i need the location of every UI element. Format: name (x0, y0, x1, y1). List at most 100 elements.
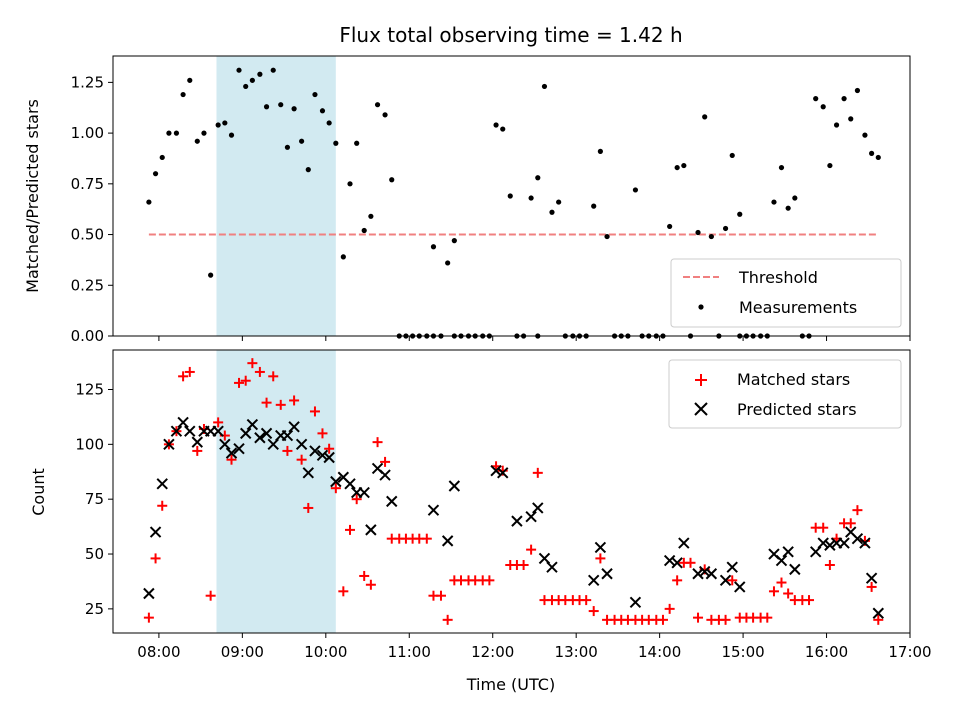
predicted-star-marker (851, 532, 864, 545)
matched-star-marker (818, 522, 829, 533)
predicted-star-marker (233, 443, 245, 455)
matched-star-marker (205, 590, 216, 601)
measurement-point (228, 132, 235, 138)
matched-star-marker (289, 395, 300, 406)
measurement-point (785, 205, 791, 211)
predicted-star-marker (587, 574, 600, 587)
predicted-star-marker (386, 495, 398, 508)
top-y-tick-label: 0.25 (71, 276, 104, 294)
predicted-star-marker (379, 469, 391, 481)
bottom-y-axis-label: Count (29, 468, 48, 516)
measurement-point (278, 102, 284, 108)
predicted-star-marker (225, 447, 238, 459)
bottom-x-tick-label: 17:00 (888, 643, 931, 661)
matched-star-marker (685, 557, 696, 568)
measurement-point (451, 238, 457, 244)
matched-star-marker (213, 417, 224, 428)
matched-star-marker (442, 614, 453, 625)
measurement-point (389, 177, 395, 183)
predicted-star-marker (163, 438, 175, 451)
top-axes-frame (112, 55, 911, 337)
predicted-star-marker (316, 449, 329, 462)
matched-star-marker (532, 467, 543, 478)
measurement-point (674, 164, 680, 171)
measurement-point (869, 150, 875, 156)
predicted-star-marker (546, 561, 558, 573)
matched-star-marker (338, 586, 349, 597)
predicted-star-marker (678, 537, 690, 549)
predicted-star-marker (789, 563, 801, 576)
predicted-star-marker (671, 557, 683, 569)
measurement-point (354, 140, 360, 146)
matched-star-marker (296, 454, 307, 465)
top-y-tick-label: 0.50 (71, 226, 104, 244)
chart-title: Flux total observing time = 1.42 h (339, 23, 682, 47)
predicted-star-marker (254, 432, 266, 444)
measurement-point (535, 175, 541, 181)
predicted-star-marker (692, 568, 704, 580)
bottom-x-tick-label: 09:00 (221, 643, 264, 661)
matched-star-marker (421, 533, 432, 544)
bottom-y-tick-label: 50 (85, 545, 104, 563)
matched-star-marker (484, 575, 495, 586)
predicted-star-marker (629, 596, 642, 608)
measurement-point (541, 83, 548, 90)
top-legend-frame (670, 258, 902, 328)
predicted-star-marker (358, 486, 370, 499)
top-y-axis-label: Matched/Predicted stars (23, 99, 42, 293)
predicted-star-marker (170, 425, 183, 437)
measurement-point (173, 130, 180, 136)
measurement-point (270, 67, 276, 73)
bottom-x-tick-label: 11:00 (388, 643, 431, 661)
measurement-point (792, 195, 798, 201)
matched-star-marker (804, 595, 815, 606)
measurement-point (159, 154, 165, 161)
measurement-point (215, 122, 221, 128)
measurement-point (340, 254, 346, 260)
measurement-point (841, 96, 847, 102)
legend-measurements-swatch (698, 304, 704, 310)
top-y-tick-label: 1.25 (71, 73, 104, 91)
bottom-x-tick-label: 08:00 (137, 643, 180, 661)
measurement-point (361, 227, 367, 234)
bottom-x-tick-label: 10:00 (304, 643, 347, 661)
matched-star-marker (768, 586, 779, 597)
measurement-point (201, 130, 207, 136)
matched-star-marker (762, 612, 773, 623)
measurement-point (291, 106, 297, 112)
legend-threshold-label: Threshold (738, 268, 818, 287)
legend-matched-label: Matched stars (737, 370, 850, 389)
measurement-point (556, 199, 562, 205)
measurement-point (326, 120, 332, 126)
predicted-star-marker (865, 572, 878, 584)
measurement-point (347, 181, 353, 187)
legend-measurements-label: Measurements (739, 298, 857, 317)
measurement-point (257, 71, 263, 77)
matched-star-marker (873, 614, 884, 625)
bottom-axes-frame (112, 349, 911, 634)
x-axis-label: Time (UTC) (466, 675, 555, 694)
matched-star-marker (184, 366, 195, 377)
matched-star-marker (317, 428, 328, 439)
measurement-point (632, 187, 639, 193)
predicted-star-marker (532, 502, 544, 514)
matched-star-marker (783, 588, 794, 599)
predicted-star-marker (775, 554, 788, 567)
matched-star-marker (330, 483, 341, 494)
matched-star-marker (845, 518, 856, 529)
predicted-star-marker (219, 438, 231, 451)
predicted-star-marker (705, 568, 718, 580)
bottom-y-tick-label: 100 (75, 435, 104, 453)
measurement-point (771, 199, 777, 205)
matched-star-marker (254, 366, 265, 377)
predicted-star-marker (143, 587, 155, 600)
matched-star-marker (435, 590, 446, 601)
matched-star-marker (192, 445, 203, 456)
measurement-point (222, 120, 228, 126)
measurement-point (507, 193, 513, 199)
bottom-y-tick-label: 25 (85, 600, 104, 618)
matched-star-marker (345, 524, 356, 535)
top-shaded-span (216, 56, 336, 336)
matched-star-marker (852, 505, 863, 516)
matched-star-marker (309, 406, 320, 417)
